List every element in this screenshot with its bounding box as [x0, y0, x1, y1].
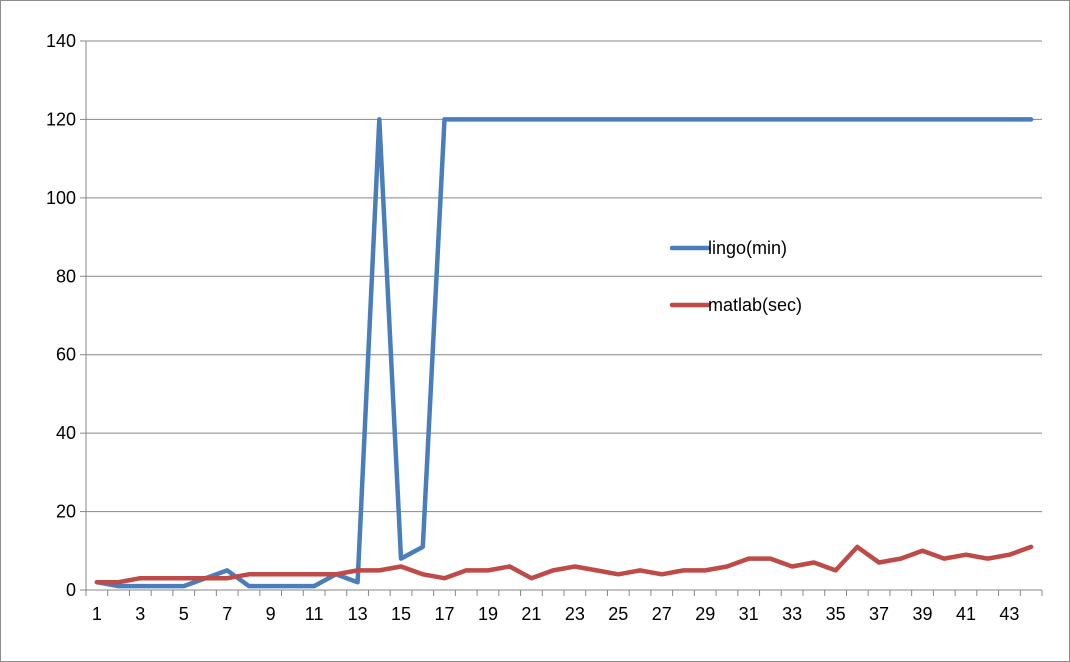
x-axis-tick-labels: 1 3 5 7 9 11 13 15 17 19 21 23 25 27 29 31 33 35 37 39 41 43 [92, 604, 1020, 624]
x-tick-label: 7 [222, 604, 232, 624]
x-tick-label: 19 [478, 604, 498, 624]
y-tick-label: 60 [56, 345, 76, 365]
x-tick-label: 27 [652, 604, 672, 624]
gridlines [80, 40, 1042, 591]
x-tick-label: 25 [608, 604, 628, 624]
series-layer [94, 117, 1034, 589]
legend: lingo(min) matlab(sec) [669, 238, 802, 315]
series-line-1 [94, 117, 1034, 589]
x-tick-label: 37 [869, 604, 889, 624]
y-tick-label: 140 [46, 31, 76, 51]
x-tick-label: 3 [135, 604, 145, 624]
y-axis-tick-labels: 0 20 40 60 80 100 120 140 [46, 31, 76, 600]
x-tick-label: 43 [999, 604, 1019, 624]
x-tick-label: 23 [565, 604, 585, 624]
x-tick-label: 35 [826, 604, 846, 624]
series-line-2 [94, 544, 1034, 585]
y-tick-label: 80 [56, 266, 76, 286]
x-tick-label: 9 [266, 604, 276, 624]
x-tick-label: 13 [348, 604, 368, 624]
y-tick-label: 20 [56, 502, 76, 522]
x-tick-label: 15 [391, 604, 411, 624]
x-tick-label: 21 [521, 604, 541, 624]
x-tick-label: 11 [305, 604, 324, 624]
x-tick-label: 5 [179, 604, 189, 624]
legend-label: lingo(min) [708, 238, 787, 258]
y-tick-label: 40 [56, 423, 76, 443]
axes [85, 41, 1043, 596]
x-tick-label: 17 [434, 604, 454, 624]
legend-label: matlab(sec) [708, 295, 802, 315]
y-tick-label: 100 [46, 188, 76, 208]
x-tick-label: 33 [782, 604, 802, 624]
x-tick-label: 39 [912, 604, 932, 624]
y-tick-label: 120 [46, 109, 76, 129]
x-tick-label: 29 [695, 604, 715, 624]
y-tick-label: 0 [66, 580, 76, 600]
x-tick-label: 41 [956, 604, 976, 624]
x-tick-label: 31 [739, 604, 759, 624]
x-tick-label: 1 [92, 604, 102, 624]
